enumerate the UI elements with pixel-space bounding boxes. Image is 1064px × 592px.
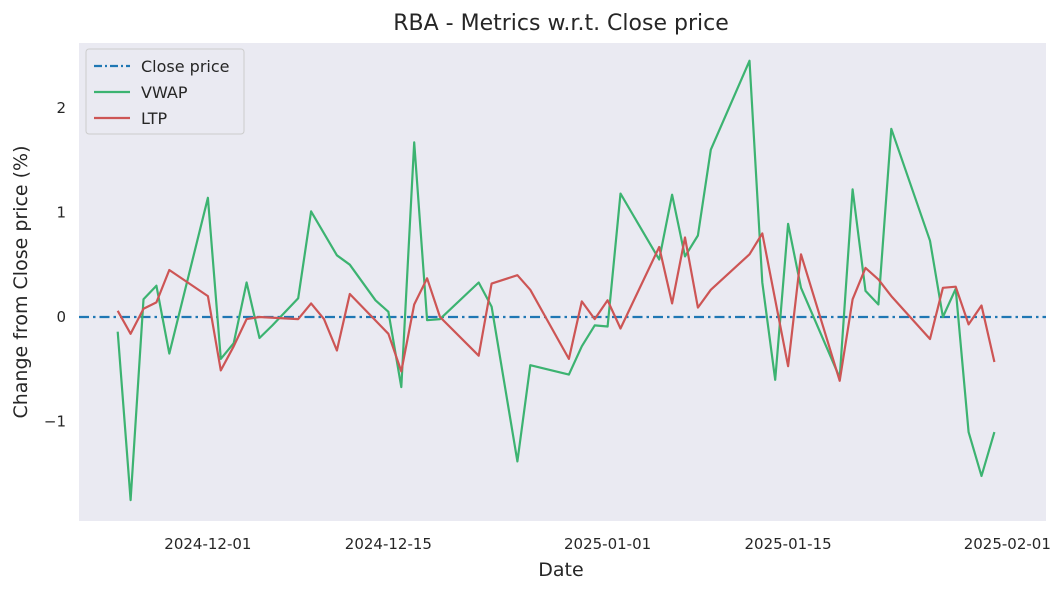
y-tick-label: 0 — [56, 308, 66, 326]
legend-label-close-price: Close price — [141, 57, 230, 76]
y-tick-label: −1 — [44, 413, 66, 431]
y-axis-ticks: −1 0 1 2 — [44, 99, 66, 431]
x-tick-label: 2024-12-01 — [164, 535, 251, 553]
series-layer — [79, 59, 1046, 502]
x-axis-label: Date — [538, 559, 583, 581]
y-axis-label: Change from Close price (%) — [10, 145, 32, 418]
x-tick-label: 2024-12-15 — [345, 535, 432, 553]
legend-label-vwap: VWAP — [141, 83, 188, 102]
series-line-ltp — [116, 232, 996, 382]
x-tick-label: 2025-01-15 — [745, 535, 832, 553]
chart-title: RBA - Metrics w.r.t. Close price — [393, 11, 728, 36]
series-line-vwap — [116, 59, 996, 502]
y-tick-label: 1 — [56, 203, 66, 221]
y-tick-label: 2 — [56, 99, 66, 117]
x-tick-label: 2025-02-01 — [964, 535, 1051, 553]
x-tick-label: 2025-01-01 — [564, 535, 651, 553]
legend: Close price VWAP LTP — [85, 48, 245, 135]
x-axis-ticks: 2024-12-01 2024-12-15 2025-01-01 2025-01-15… — [164, 535, 1051, 553]
legend-label-ltp: LTP — [141, 109, 167, 128]
legend-box — [85, 48, 245, 135]
